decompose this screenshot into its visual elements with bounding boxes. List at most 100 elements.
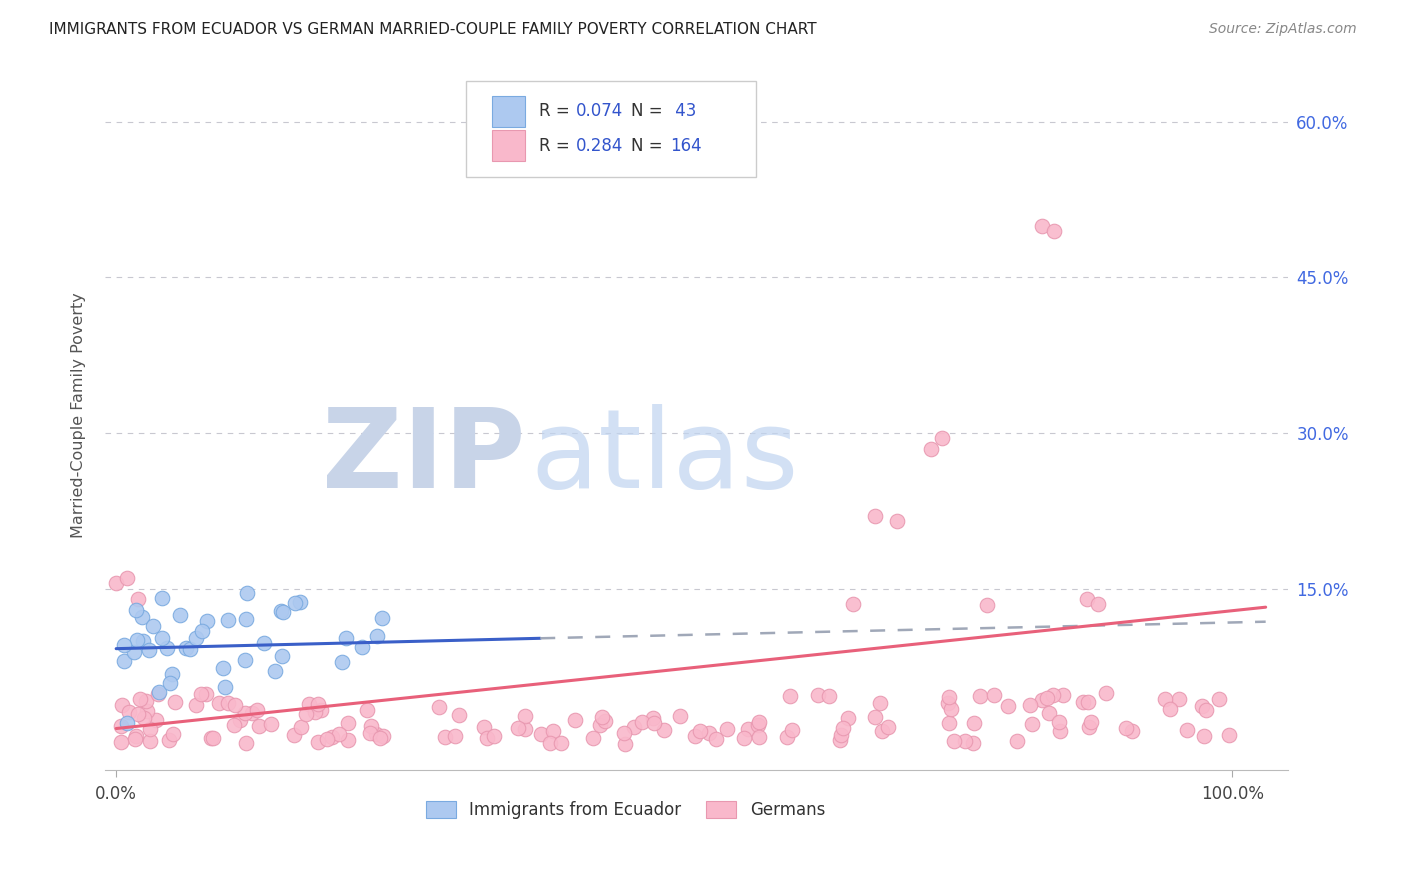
Point bbox=[1018, 698, 1040, 712]
Point bbox=[298, 697, 321, 711]
Point bbox=[125, 603, 148, 617]
Point bbox=[513, 722, 536, 736]
Point bbox=[983, 689, 1005, 703]
Point bbox=[157, 733, 180, 747]
Point bbox=[142, 619, 165, 633]
Point bbox=[148, 685, 170, 699]
Point bbox=[1154, 692, 1177, 706]
Point bbox=[122, 645, 145, 659]
Text: R =: R = bbox=[538, 103, 575, 120]
Point bbox=[782, 723, 804, 737]
Point bbox=[1192, 729, 1215, 743]
Point bbox=[336, 715, 359, 730]
Point bbox=[1052, 688, 1074, 702]
Point bbox=[865, 709, 887, 723]
Point bbox=[630, 714, 652, 729]
Point bbox=[152, 631, 174, 645]
Point bbox=[475, 731, 498, 745]
Point bbox=[240, 706, 263, 721]
Point bbox=[1195, 703, 1218, 717]
Point bbox=[733, 731, 755, 745]
Point bbox=[623, 720, 645, 734]
Point bbox=[447, 708, 470, 723]
Point bbox=[111, 698, 134, 713]
Point bbox=[271, 605, 294, 619]
Point bbox=[962, 736, 984, 750]
Point bbox=[1191, 698, 1213, 713]
Point bbox=[131, 610, 153, 624]
Point bbox=[1036, 690, 1059, 705]
Point bbox=[371, 610, 394, 624]
Point bbox=[336, 732, 359, 747]
Point bbox=[747, 717, 769, 731]
Point bbox=[283, 728, 305, 742]
Point bbox=[716, 722, 738, 736]
Point bbox=[307, 697, 329, 711]
Point bbox=[110, 735, 132, 749]
Point bbox=[1167, 691, 1189, 706]
Point bbox=[229, 713, 252, 727]
Point bbox=[169, 608, 191, 623]
Point bbox=[931, 431, 953, 445]
Point bbox=[1042, 688, 1064, 702]
Point bbox=[145, 713, 167, 727]
Text: atlas: atlas bbox=[531, 404, 800, 511]
Point bbox=[110, 719, 132, 733]
Point bbox=[186, 698, 208, 712]
Point bbox=[200, 731, 222, 745]
Point bbox=[253, 635, 276, 649]
Point bbox=[214, 680, 236, 694]
Point bbox=[150, 591, 173, 606]
Text: R =: R = bbox=[538, 136, 575, 154]
Point bbox=[1218, 728, 1240, 742]
Point bbox=[863, 508, 886, 523]
Point bbox=[943, 734, 966, 748]
Point bbox=[564, 713, 586, 727]
Point bbox=[1042, 224, 1064, 238]
Point bbox=[513, 708, 536, 723]
Point bbox=[360, 726, 382, 740]
Point bbox=[112, 654, 135, 668]
Point bbox=[969, 689, 991, 703]
Point bbox=[117, 705, 139, 719]
Text: 43: 43 bbox=[671, 103, 697, 120]
Point bbox=[190, 687, 212, 701]
Point bbox=[330, 655, 353, 669]
Point bbox=[112, 638, 135, 652]
Point bbox=[233, 653, 256, 667]
Point bbox=[139, 733, 162, 747]
Bar bbox=[492, 130, 524, 161]
Point bbox=[184, 631, 207, 645]
Point bbox=[235, 736, 257, 750]
Point bbox=[1094, 686, 1116, 700]
Point bbox=[195, 615, 218, 629]
Point bbox=[444, 729, 467, 743]
Point bbox=[162, 727, 184, 741]
Point bbox=[876, 721, 898, 735]
Text: Source: ZipAtlas.com: Source: ZipAtlas.com bbox=[1209, 22, 1357, 37]
Point bbox=[807, 688, 830, 702]
Point bbox=[335, 631, 357, 645]
Point bbox=[939, 701, 962, 715]
Point bbox=[697, 725, 720, 739]
Text: IMMIGRANTS FROM ECUADOR VS GERMAN MARRIED-COUPLE FAMILY POVERTY CORRELATION CHAR: IMMIGRANTS FROM ECUADOR VS GERMAN MARRIE… bbox=[49, 22, 817, 37]
Point bbox=[550, 736, 572, 750]
Point bbox=[217, 696, 239, 710]
Point bbox=[748, 715, 770, 730]
Point bbox=[371, 729, 394, 743]
Text: N =: N = bbox=[631, 136, 668, 154]
Point bbox=[235, 612, 257, 626]
Point bbox=[160, 666, 183, 681]
Point bbox=[321, 730, 343, 744]
Point bbox=[117, 716, 139, 731]
Point bbox=[541, 724, 564, 739]
Point bbox=[247, 719, 270, 733]
Point bbox=[828, 732, 851, 747]
Legend: Immigrants from Ecuador, Germans: Immigrants from Ecuador, Germans bbox=[419, 794, 832, 826]
Point bbox=[233, 706, 256, 720]
Point bbox=[260, 717, 283, 731]
Point bbox=[530, 727, 553, 741]
Point bbox=[737, 722, 759, 736]
Text: 0.074: 0.074 bbox=[576, 103, 623, 120]
Point bbox=[817, 689, 839, 703]
